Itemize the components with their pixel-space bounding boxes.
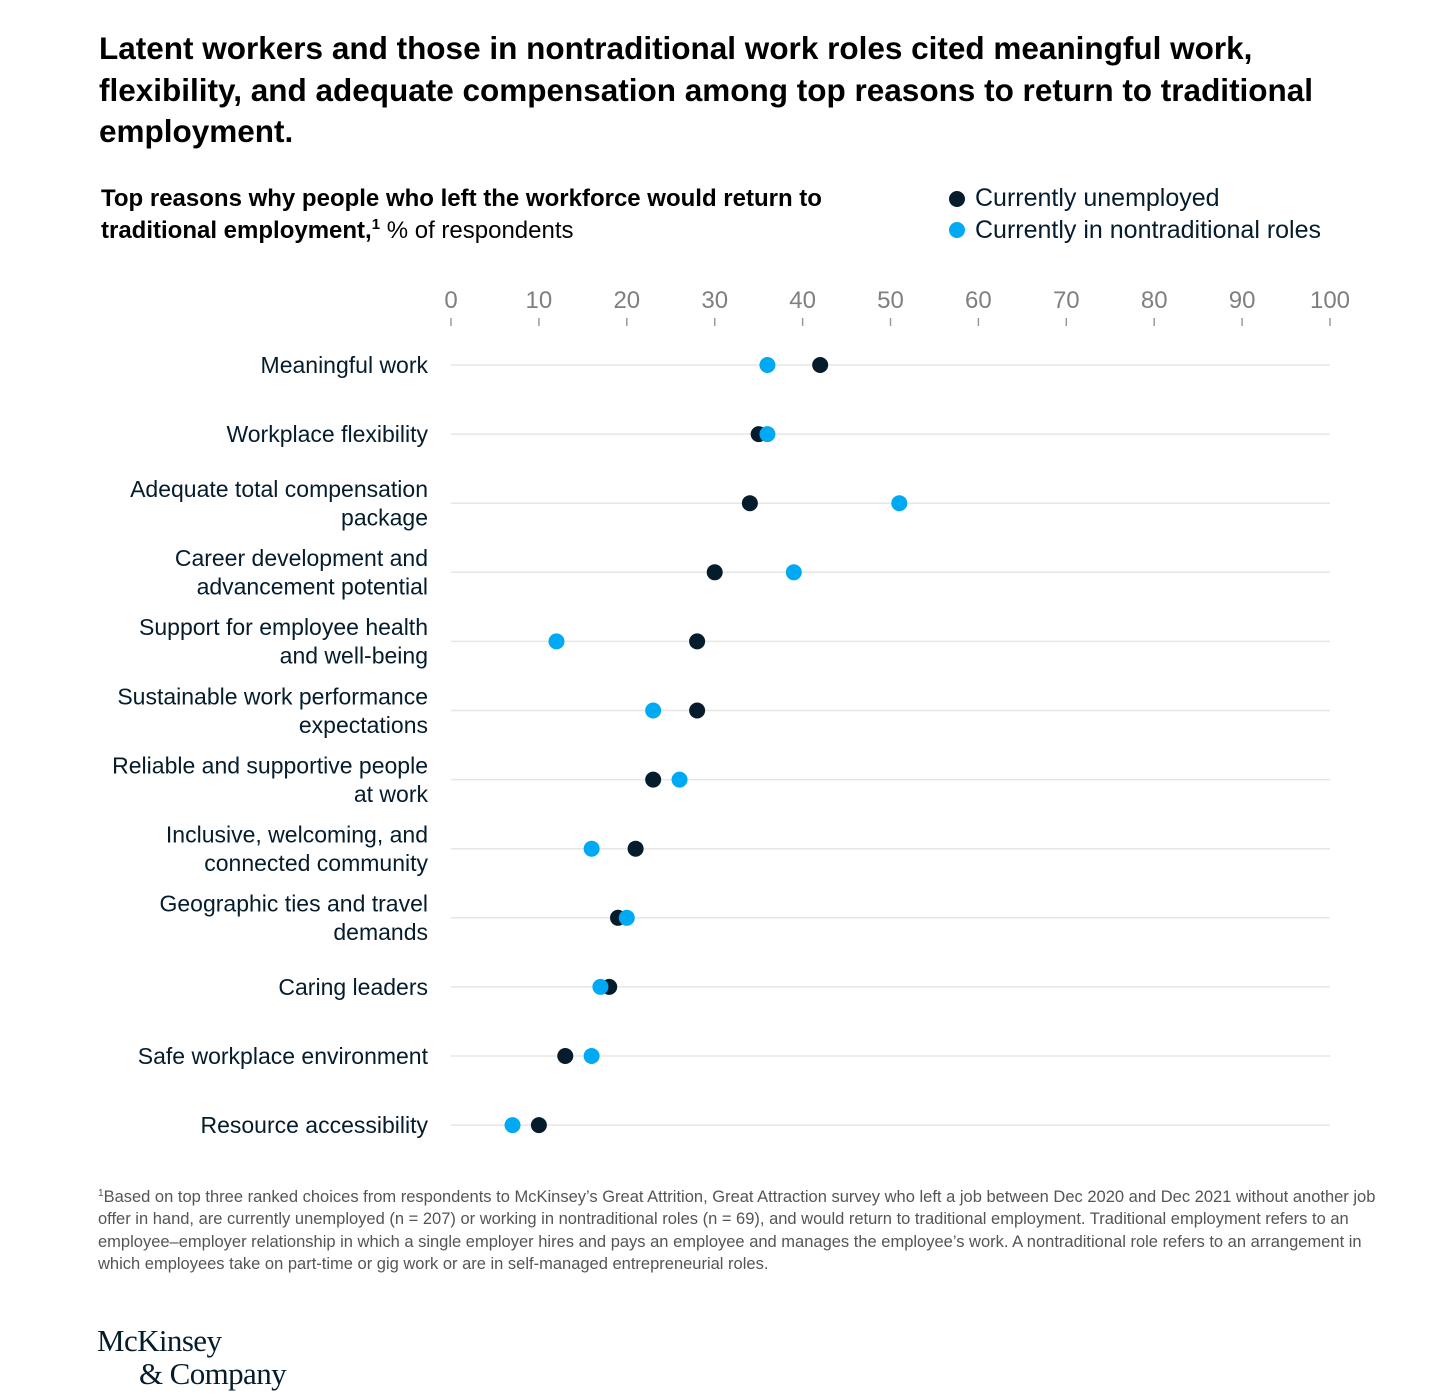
category-label: Support for employee health and well-bein… xyxy=(139,614,428,669)
footnote-mark: 1 xyxy=(98,1188,104,1199)
category-label-line: Career development and xyxy=(175,545,428,571)
category-labels: Meaningful work Workplace flexibility Adeq… xyxy=(112,352,428,1138)
category-label: Workplace flexibility xyxy=(226,421,428,447)
legend-label-nontraditional: Currently in nontraditional roles xyxy=(975,215,1322,244)
x-tick-label: 10 xyxy=(526,287,553,314)
x-axis: 0 10 20 30 40 50 60 70 80 90 100 xyxy=(444,287,1350,326)
category-label-line: Meaningful work xyxy=(261,352,429,378)
x-tick-label: 70 xyxy=(1053,287,1080,314)
x-tick-label: 60 xyxy=(965,287,992,314)
dot-plot: 0 10 20 30 40 50 60 70 80 90 100 Meaningful work Wo… xyxy=(112,287,1350,1138)
chart-headline: Latent workers and those in nontradition… xyxy=(99,30,1314,149)
logo-line-1: McKinsey xyxy=(97,1323,222,1358)
mckinsey-logo: McKinsey & Company xyxy=(97,1323,287,1391)
footnote: 1Based on top three ranked choices from … xyxy=(98,1186,1388,1275)
gridlines xyxy=(451,364,1330,1126)
dot-unemployed xyxy=(557,1048,574,1064)
category-label: Sustainable work performance expectations xyxy=(117,683,428,738)
x-tick-label: 50 xyxy=(877,287,904,314)
category-label-line: Inclusive, welcoming, and xyxy=(166,821,428,847)
category-label-line: expectations xyxy=(299,712,428,738)
dot-nontraditional xyxy=(583,840,600,857)
legend-dot-unemployed xyxy=(949,190,965,207)
category-label: Safe workplace environment xyxy=(138,1043,429,1069)
x-tick-label: 100 xyxy=(1310,287,1350,314)
category-label-line: Safe workplace environment xyxy=(138,1043,429,1069)
footnote-text: Based on top three ranked choices from r… xyxy=(98,1188,1376,1273)
dot-unemployed xyxy=(530,1117,547,1134)
dot-nontraditional xyxy=(592,978,609,995)
x-tick-label: 20 xyxy=(613,287,640,314)
category-label-line: Reliable and supportive people xyxy=(112,752,428,778)
legend-label-unemployed: Currently unemployed xyxy=(975,184,1220,212)
x-tick-label: 80 xyxy=(1141,287,1168,314)
dot-nontraditional xyxy=(618,909,635,926)
dot-unemployed xyxy=(689,702,706,719)
dot-nontraditional xyxy=(759,426,776,443)
dot-nontraditional xyxy=(583,1048,600,1064)
dot-nontraditional xyxy=(645,702,662,719)
legend-item-nontraditional: Currently in nontraditional roles xyxy=(949,215,1321,247)
category-label-line: Caring leaders xyxy=(278,974,428,1000)
x-tick-label: 0 xyxy=(444,287,457,314)
chart-subtitle: Top reasons why people who left the work… xyxy=(101,183,901,246)
category-label: Meaningful work xyxy=(261,352,429,378)
dot-nontraditional xyxy=(785,564,802,581)
category-label: Adequate total compensation package xyxy=(130,476,428,531)
x-tick-label: 90 xyxy=(1229,287,1256,314)
category-label: Reliable and supportive people at work xyxy=(112,752,428,807)
dot-nontraditional xyxy=(548,633,565,650)
dot-nontraditional xyxy=(671,771,688,788)
dot-unemployed xyxy=(741,495,758,512)
subtitle-unit: % of respondents xyxy=(380,216,574,244)
category-label-line: connected community xyxy=(204,850,428,876)
legend-dot-nontraditional xyxy=(949,222,965,239)
category-label-line: Resource accessibility xyxy=(200,1112,428,1138)
category-label-line: Sustainable work performance xyxy=(117,683,428,709)
dot-nontraditional xyxy=(504,1117,521,1134)
dot-unemployed xyxy=(812,357,829,373)
category-label-line: Support for employee health xyxy=(139,614,428,640)
category-label-line: and well-being xyxy=(280,643,428,669)
category-label-line: advancement potential xyxy=(197,574,428,600)
legend: Currently unemployed Currently in nontra… xyxy=(949,183,1321,246)
dot-unemployed xyxy=(645,771,662,788)
category-label-line: Geographic ties and travel xyxy=(160,891,429,917)
dot-nontraditional xyxy=(891,495,908,512)
category-label: Geographic ties and travel demands xyxy=(160,891,429,946)
category-label-line: demands xyxy=(333,919,428,945)
data-points xyxy=(504,357,908,1134)
category-label-line: Workplace flexibility xyxy=(226,421,428,447)
dot-unemployed xyxy=(627,840,644,857)
category-label: Career development and advancement potent… xyxy=(175,545,428,600)
footnote-marker: 1 xyxy=(371,215,381,233)
legend-item-unemployed: Currently unemployed xyxy=(949,183,1321,215)
dot-unemployed xyxy=(706,564,723,581)
logo-line-2: & Company xyxy=(139,1356,287,1391)
x-tick-label: 30 xyxy=(701,287,728,314)
dot-unemployed xyxy=(689,633,706,650)
category-label: Caring leaders xyxy=(278,974,428,1000)
dot-nontraditional xyxy=(759,357,776,373)
subtitle-main: Top reasons why people who left the work… xyxy=(101,185,822,244)
x-tick-label: 40 xyxy=(789,287,816,314)
category-label: Inclusive, welcoming, and connected commu… xyxy=(166,821,429,876)
category-label-line: package xyxy=(341,504,428,530)
category-label: Resource accessibility xyxy=(200,1112,428,1138)
category-label-line: Adequate total compensation xyxy=(130,476,428,502)
category-label-line: at work xyxy=(354,781,429,807)
